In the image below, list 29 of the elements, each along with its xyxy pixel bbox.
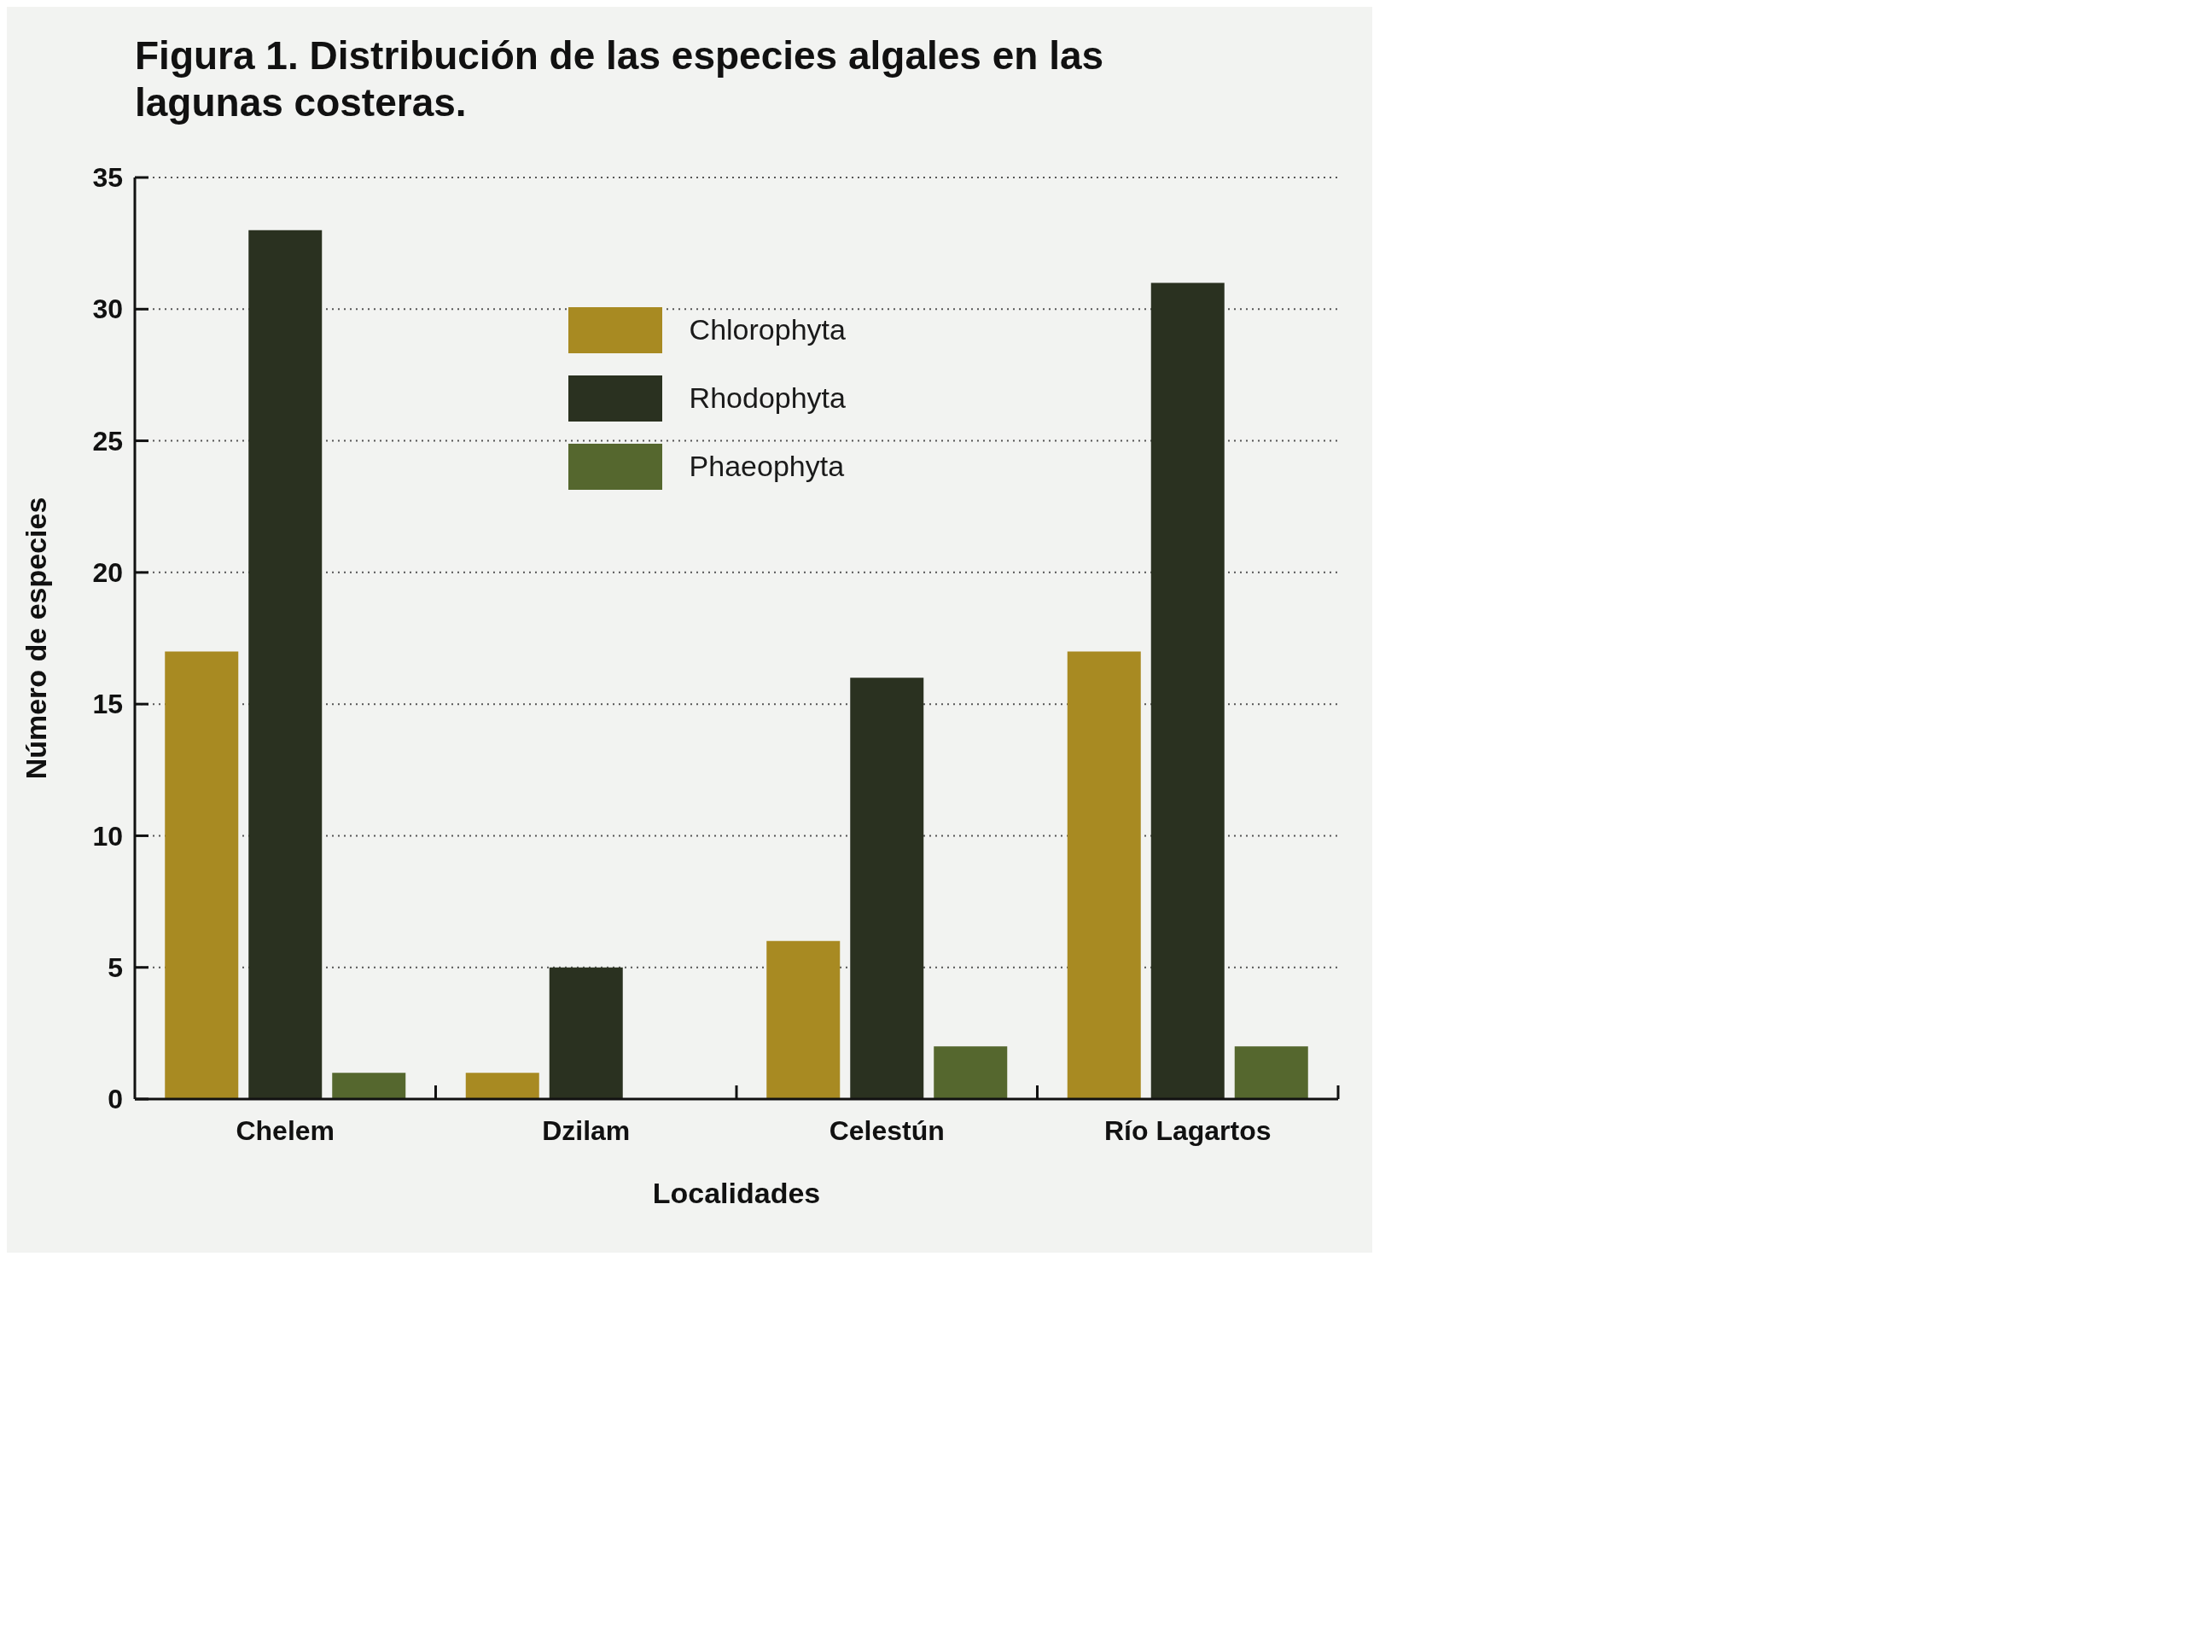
y-tick-label: 25: [92, 426, 123, 457]
y-tick-label: 30: [92, 294, 123, 325]
y-tick-label: 5: [108, 952, 123, 984]
bar: [248, 230, 323, 1100]
bar: [332, 1073, 406, 1100]
bar: [850, 678, 924, 1100]
y-axis-title: Número de especies: [20, 497, 53, 780]
legend-label: Phaeophyta: [689, 450, 845, 484]
bar: [465, 1073, 539, 1100]
bar: [1067, 651, 1141, 1100]
bar: [766, 941, 841, 1100]
chart-title: Figura 1. Distribución de las especies algales en las lagunas costeras.: [135, 32, 1105, 127]
x-tick-label: Río Lagartos: [1103, 1115, 1272, 1147]
y-tick-label: 35: [92, 162, 123, 194]
bar: [165, 651, 239, 1100]
y-tick-label: 10: [92, 821, 123, 852]
y-tick-label: 15: [92, 689, 123, 720]
bar: [934, 1046, 1008, 1100]
y-tick-label: 20: [92, 557, 123, 589]
x-tick-label: Chelem: [236, 1115, 335, 1147]
bar: [1234, 1046, 1308, 1100]
x-tick-label: Dzilam: [542, 1115, 631, 1147]
bar: [549, 968, 623, 1100]
legend-label: Chlorophyta: [689, 313, 846, 347]
y-tick-label: 0: [108, 1084, 123, 1115]
legend-label: Rhodophyta: [689, 381, 846, 416]
bar: [1150, 282, 1225, 1100]
x-tick-label: Celestún: [829, 1115, 945, 1147]
x-axis-title: Localidades: [652, 1177, 821, 1210]
